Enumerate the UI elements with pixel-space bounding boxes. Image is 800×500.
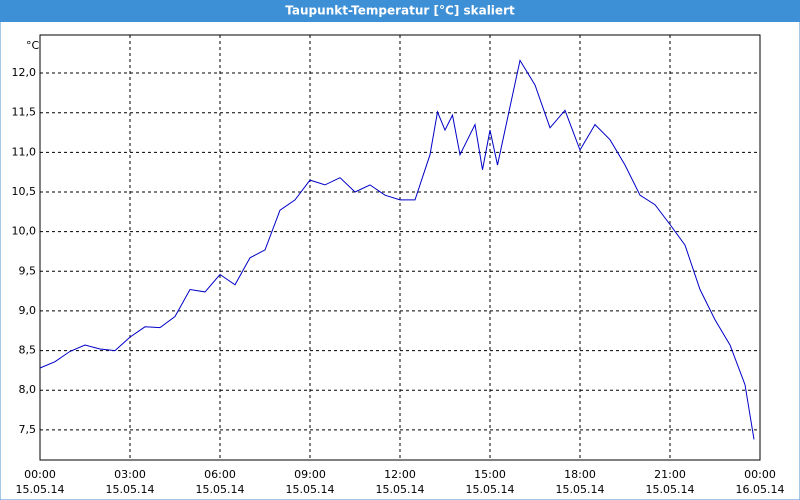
x-tick-label: 09:00 [294,468,326,481]
x-tick-date: 15.05.14 [196,483,245,496]
x-tick-label: 21:00 [654,468,686,481]
title-bar [0,0,800,22]
y-tick-label: 8,0 [19,383,37,396]
x-tick-label: 18:00 [564,468,596,481]
y-axis-label: °C [26,39,40,52]
y-tick-label: 9,5 [19,264,37,277]
y-tick-label: 7,5 [19,423,37,436]
x-tick-date: 16.05.14 [736,483,785,496]
y-tick-label: 10,5 [12,185,37,198]
y-tick-label: 9,0 [19,304,37,317]
x-tick-date: 15.05.14 [376,483,425,496]
x-tick-date: 15.05.14 [286,483,335,496]
x-tick-date: 15.05.14 [106,483,155,496]
y-tick-label: 11,5 [12,106,37,119]
x-tick-date: 15.05.14 [646,483,695,496]
x-tick-label: 00:00 [24,468,56,481]
x-tick-date: 15.05.14 [16,483,65,496]
data-line [39,59,755,440]
x-tick-label: 00:00 [744,468,776,481]
y-tick-label: 10,0 [12,225,37,238]
chart-title: Taupunkt-Temperatur [°C] skaliert [285,4,515,18]
x-tick-label: 12:00 [384,468,416,481]
x-tick-label: 15:00 [474,468,506,481]
x-tick-label: 03:00 [114,468,146,481]
y-tick-label: 11,0 [12,145,37,158]
x-tick-date: 15.05.14 [466,483,515,496]
x-tick-label: 06:00 [204,468,236,481]
y-tick-label: 8,5 [19,344,37,357]
x-tick-date: 15.05.14 [556,483,605,496]
y-tick-label: 12,0 [12,66,37,79]
